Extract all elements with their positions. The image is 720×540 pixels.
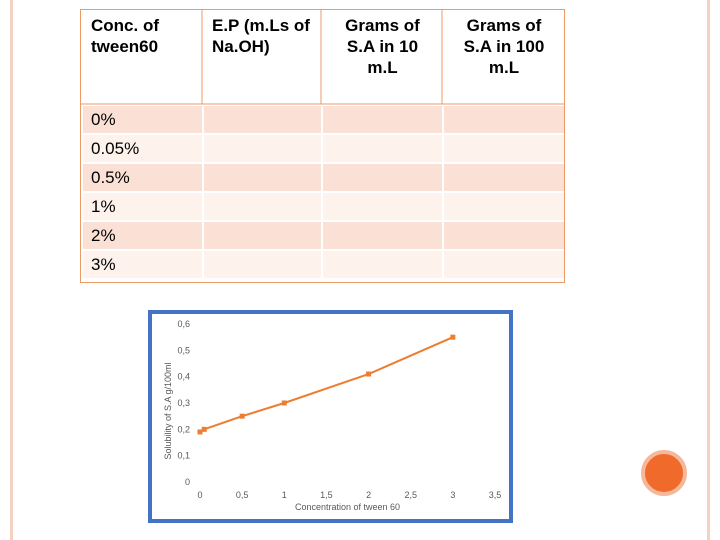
x-tick-label: 0,5 (236, 490, 249, 500)
header-grams-10ml: Grams of S.A in 10 m.L (321, 10, 444, 106)
row-label: 3% (81, 249, 204, 280)
y-axis-title: Solubility of S.A g/100ml (163, 362, 173, 459)
table-cell (202, 104, 323, 135)
y-tick-label: 0 (185, 477, 190, 487)
table-row: 1% (81, 191, 566, 222)
y-tick-label: 0,5 (177, 345, 190, 355)
x-tick-label: 3 (450, 490, 455, 500)
x-tick-label: 0 (197, 490, 202, 500)
y-tick-label: 0,2 (177, 424, 190, 434)
table-cell (202, 162, 323, 193)
data-point (366, 371, 372, 377)
table-cell (202, 249, 323, 280)
slide-frame-left (10, 0, 13, 540)
table-cell (321, 249, 444, 280)
x-tick-label: 2 (366, 490, 371, 500)
slide-frame-right (707, 0, 710, 540)
table-header-row: Conc. of tween60 E.P (m.Ls of Na.OH) Gra… (81, 10, 566, 106)
data-table: Conc. of tween60 E.P (m.Ls of Na.OH) Gra… (81, 10, 566, 280)
header-end-point: E.P (m.Ls of Na.OH) (202, 10, 323, 106)
row-label: 0.5% (81, 162, 204, 193)
table-cell (442, 249, 566, 280)
x-tick-label: 1 (282, 490, 287, 500)
y-tick-label: 0,3 (177, 398, 190, 408)
y-tick-label: 0,6 (177, 319, 190, 329)
table-cell (442, 133, 566, 164)
data-point (450, 334, 456, 340)
y-tick-label: 0,1 (177, 451, 190, 461)
table-row: 0.05% (81, 133, 566, 164)
x-tick-label: 1,5 (320, 490, 333, 500)
data-point (201, 426, 207, 432)
data-point (239, 413, 245, 419)
table-cell (442, 191, 566, 222)
table-row: 0.5% (81, 162, 566, 193)
table-cell (442, 104, 566, 135)
header-grams-100ml: Grams of S.A in 100 m.L (442, 10, 566, 106)
decorative-circle (641, 450, 687, 496)
table-cell (442, 162, 566, 193)
data-point (281, 400, 287, 406)
y-tick-label: 0,4 (177, 372, 190, 382)
x-tick-label: 2,5 (404, 490, 417, 500)
table-row: 2% (81, 220, 566, 251)
table-cell (321, 162, 444, 193)
table-cell (321, 191, 444, 222)
row-label: 0.05% (81, 133, 204, 164)
solubility-chart: 0 0,1 0,2 0,3 0,4 0,5 0,6 0 0,5 1 1,5 2 2,5 3 3,5 Conce… (148, 310, 513, 523)
table-cell (321, 133, 444, 164)
table-row: 3% (81, 249, 566, 280)
data-point (197, 429, 203, 435)
header-conc-tween60: Conc. of tween60 (81, 10, 204, 106)
table-cell (202, 220, 323, 251)
table-cell (321, 220, 444, 251)
x-axis-title: Concentration of tween 60 (295, 502, 400, 512)
series-line (199, 336, 454, 433)
table-cell (442, 220, 566, 251)
row-label: 0% (81, 104, 204, 135)
table-cell (202, 191, 323, 222)
x-tick-label: 3,5 (489, 490, 502, 500)
table-row: 0% (81, 104, 566, 135)
row-label: 1% (81, 191, 204, 222)
chart-canvas: 0 0,1 0,2 0,3 0,4 0,5 0,6 0 0,5 1 1,5 2 2,5 3 3,5 Conce… (163, 319, 502, 512)
table-cell (202, 133, 323, 164)
table-cell (321, 104, 444, 135)
row-label: 2% (81, 220, 204, 251)
